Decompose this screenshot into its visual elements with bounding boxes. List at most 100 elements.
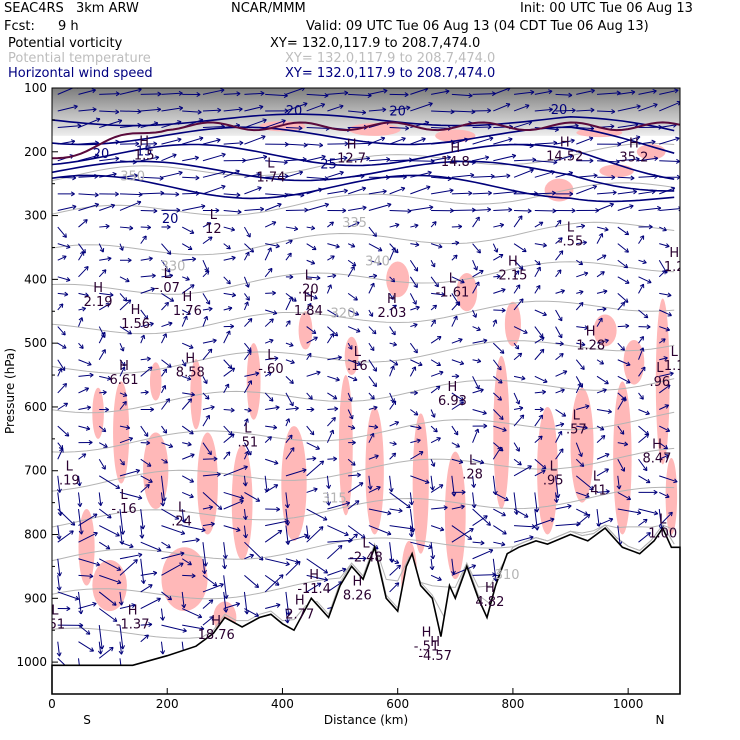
wind-vector [555, 155, 573, 162]
wind-arrowhead [268, 267, 273, 273]
wind-vector [555, 309, 563, 322]
wind-vector [347, 533, 358, 543]
wind-vector [659, 309, 672, 317]
wind-contour-label: 15 [136, 145, 153, 160]
wind-vector [430, 409, 436, 418]
wind-vector [265, 193, 289, 197]
wind-arrowhead [172, 153, 177, 159]
pv-fill-region [344, 336, 359, 376]
wind-vector [472, 508, 491, 526]
y-tick-label: 300 [24, 209, 47, 223]
wind-vector [658, 384, 671, 394]
wind-arrowhead [469, 528, 474, 533]
wind-arrowhead [458, 224, 463, 230]
wind-arrowhead [269, 318, 274, 323]
south-end-label: S [83, 713, 91, 727]
wind-vector [140, 323, 154, 328]
wind-vector [99, 119, 123, 129]
wind-vector [555, 353, 564, 361]
wind-vector [140, 275, 156, 278]
wind-arrowhead [527, 465, 532, 470]
wind-vector [659, 208, 680, 211]
wind-vector [78, 108, 97, 112]
wind-arrowhead [361, 109, 367, 115]
wind-vector [534, 435, 543, 444]
wind-vector [368, 203, 392, 211]
wind-arrowhead [610, 123, 615, 129]
wind-arrowhead [538, 414, 544, 420]
wind-vector [223, 209, 242, 213]
wind-arrowhead [436, 361, 442, 366]
wind-arrowhead [239, 495, 245, 500]
wind-vector [555, 93, 572, 96]
wind-vector [223, 108, 243, 112]
wind-arrowhead [460, 279, 465, 284]
wind-vector [451, 276, 465, 284]
extremum-marker: H [131, 303, 141, 318]
wind-vector [223, 500, 244, 510]
wind-vector [98, 326, 106, 338]
wind-arrowhead [522, 247, 527, 253]
wind-vector [265, 243, 280, 247]
wind-arrowhead [222, 564, 227, 570]
wind-arrowhead [435, 385, 441, 391]
wind-arrowhead [519, 405, 524, 411]
wind-arrowhead [360, 534, 366, 539]
wind-arrowhead [661, 269, 667, 275]
wind-arrowhead [249, 248, 255, 253]
wind-arrowhead [84, 387, 90, 392]
wind-arrowhead [303, 102, 308, 107]
wind-vector [555, 237, 563, 245]
wind-arrowhead [136, 200, 142, 206]
wind-vector [98, 541, 111, 550]
wind-vector [285, 102, 308, 112]
pv-fill-region [570, 387, 594, 503]
wind-arrowhead [387, 202, 392, 208]
wind-vector [493, 138, 513, 145]
wind-arrowhead [230, 367, 236, 372]
wind-arrowhead [210, 521, 215, 527]
valid-time: Valid: 09 UTC Tue 06 Aug 13 (04 CDT Tue … [306, 19, 649, 34]
wind-vector [161, 385, 166, 394]
wind-vector [202, 415, 210, 427]
extremum-marker: H [347, 138, 357, 153]
wind-arrowhead [623, 441, 629, 447]
wind-arrowhead [474, 428, 480, 434]
wind-vector [555, 342, 564, 345]
wind-vector [492, 409, 504, 420]
wind-vector [161, 552, 185, 560]
wind-arrowhead [654, 156, 659, 162]
wind-arrowhead [103, 443, 108, 448]
wind-vector [327, 458, 337, 460]
wind-arrowhead [413, 283, 418, 288]
wind-vector [410, 439, 421, 444]
wind-vector [327, 392, 338, 400]
extremum-value: 14.8 [441, 155, 470, 170]
wind-arrowhead [438, 243, 443, 249]
wind-vector [389, 106, 411, 112]
wind-vector [57, 402, 68, 410]
wind-vector [119, 604, 136, 610]
wind-arrowhead [271, 290, 276, 296]
wind-arrowhead [277, 529, 283, 535]
extremum-marker: H [560, 136, 570, 151]
wind-vector [119, 110, 142, 113]
wind-arrowhead [153, 208, 158, 214]
wind-arrowhead [373, 405, 378, 411]
wind-arrowhead [212, 338, 217, 344]
wind-arrowhead [276, 602, 281, 608]
wind-vector [534, 326, 544, 338]
wind-vector [389, 421, 399, 427]
extremum-value: 12 [205, 222, 222, 237]
wind-vector [285, 534, 309, 543]
wind-vector [534, 348, 545, 361]
wind-vector [78, 89, 96, 95]
wind-arrowhead [458, 459, 464, 464]
wind-vector [472, 458, 484, 464]
x-tick-label: 800 [501, 697, 524, 711]
wind-arrowhead [652, 88, 657, 94]
extremum-marker: H [629, 136, 639, 151]
wind-arrowhead [455, 443, 461, 448]
wind-arrowhead [406, 503, 411, 509]
wind-arrowhead [559, 353, 564, 358]
